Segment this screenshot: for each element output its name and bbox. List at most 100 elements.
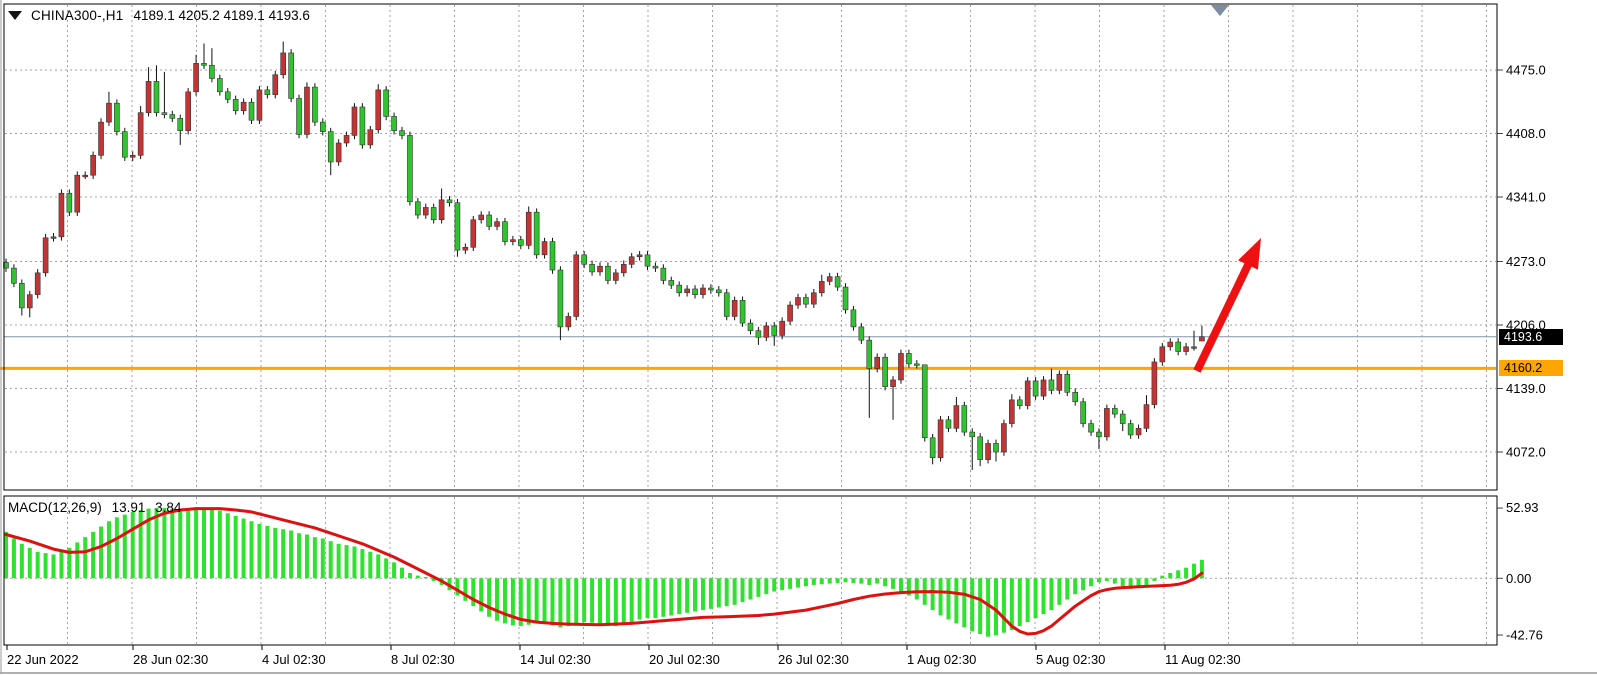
bull-candle-body	[82, 174, 88, 178]
macd-histogram-bar	[162, 507, 167, 579]
macd-histogram-bar	[811, 578, 816, 585]
bull-candle-body	[58, 192, 65, 238]
macd-histogram-bar	[1057, 578, 1062, 605]
bear-candle-body	[961, 405, 968, 433]
macd-histogram-bar	[423, 576, 428, 579]
symbol-dropdown-icon[interactable]	[8, 10, 22, 20]
macd-histogram-bar	[99, 526, 104, 579]
macd-histogram-bar	[827, 578, 832, 584]
bull-candle-body	[375, 89, 382, 131]
macd-histogram-bar	[1168, 572, 1173, 579]
trend-arrow-head[interactable]	[1238, 238, 1261, 270]
macd-histogram-bar	[518, 578, 523, 627]
time-axis-label: 1 Aug 02:30	[907, 652, 976, 667]
chart-title-bar: CHINA300-,H1 4189.1 4205.2 4189.1 4193.6	[8, 6, 310, 24]
macd-histogram-bar	[930, 578, 935, 611]
macd-histogram-bar	[629, 578, 634, 623]
bear-candle-body	[161, 112, 168, 115]
macd-axis-label: 52.93	[1506, 500, 1539, 515]
macd-histogram-bar	[502, 578, 507, 624]
bear-candle-body	[945, 419, 952, 429]
bear-candle-body	[913, 363, 920, 366]
macd-histogram-bar	[526, 578, 531, 625]
macd-histogram-bar	[407, 572, 412, 579]
time-axis-label: 8 Jul 02:30	[391, 652, 455, 667]
macd-histogram-bar	[796, 578, 800, 588]
macd-histogram-bar	[724, 578, 729, 607]
macd-histogram-bar	[867, 578, 872, 585]
macd-histogram-bar	[360, 549, 365, 579]
bull-candle-body	[1040, 379, 1047, 397]
macd-histogram-bar	[241, 518, 246, 579]
bull-candle-body	[470, 219, 477, 248]
macd-histogram-bar	[954, 578, 959, 624]
macd-histogram-bar	[312, 537, 317, 579]
macd-histogram-bar	[621, 578, 626, 625]
macd-histogram-bar	[582, 578, 587, 623]
macd-axis-label: -42.76	[1506, 628, 1543, 643]
macd-histogram-bar	[1104, 578, 1109, 581]
macd-histogram-bar	[257, 523, 262, 579]
bull-candle-body	[26, 294, 33, 309]
macd-histogram-bar	[875, 578, 880, 584]
macd-histogram-bar	[938, 578, 943, 616]
macd-histogram-bar	[962, 578, 967, 628]
macd-panel-border	[3, 495, 1498, 646]
bull-candle-body	[573, 254, 580, 317]
bull-candle-body	[636, 254, 643, 258]
bear-candle-body	[842, 286, 849, 311]
bear-candle-body	[177, 118, 184, 131]
macd-histogram-bar	[1128, 578, 1133, 589]
bull-candle-body	[826, 276, 833, 282]
bear-candle-body	[319, 121, 326, 132]
bull-candle-body	[367, 129, 374, 146]
macd-histogram-bar	[1033, 578, 1038, 619]
bear-candle-body	[122, 131, 128, 158]
bull-candle-body	[953, 405, 960, 429]
macd-signal-value: 3.84	[155, 500, 182, 515]
bear-candle-body	[1112, 408, 1118, 415]
bull-candle-body	[890, 379, 896, 387]
bear-candle-body	[11, 267, 17, 284]
bull-candle-body	[818, 281, 825, 294]
bull-candle-body	[50, 236, 57, 239]
bear-candle-body	[882, 356, 888, 387]
chart-shift-marker-icon[interactable]	[1211, 5, 1229, 16]
bear-candle-body	[296, 98, 302, 135]
macd-histogram-bar	[4, 531, 8, 579]
macd-histogram-bar	[455, 578, 460, 596]
macd-histogram-bar	[1160, 575, 1165, 579]
macd-histogram-bar	[542, 578, 547, 625]
macd-histogram-bar	[637, 578, 642, 620]
bull-candle-body	[613, 272, 619, 281]
bear-candle-body	[399, 130, 405, 136]
macd-histogram-bar	[35, 551, 40, 579]
macd-histogram-bar	[1144, 578, 1149, 585]
bear-candle-body	[771, 325, 778, 336]
bear-candle-body	[288, 52, 294, 99]
macd-histogram-bar	[19, 543, 24, 579]
macd-histogram-bar	[471, 578, 476, 607]
macd-axis-label: 0.00	[1506, 571, 1531, 586]
macd-histogram-bar	[1192, 563, 1196, 579]
support-price-tag: 4160.2	[1499, 360, 1563, 376]
bear-candle-body	[224, 91, 231, 100]
macd-histogram-bar	[590, 578, 595, 623]
macd-histogram-bar	[122, 514, 127, 579]
macd-histogram-bar	[67, 547, 72, 579]
macd-histogram-bar	[891, 578, 896, 589]
macd-histogram-bar	[708, 578, 713, 609]
bear-candle-body	[383, 89, 389, 117]
time-axis-label: 4 Jul 02:30	[262, 652, 326, 667]
bull-candle-body	[763, 325, 770, 338]
bull-candle-body	[565, 316, 572, 328]
macd-histogram-bar	[146, 508, 151, 579]
bear-candle-body	[1175, 341, 1181, 352]
bear-candle-body	[557, 269, 564, 328]
bull-candle-body	[1199, 336, 1205, 342]
macd-signal-line	[4, 507, 1204, 636]
macd-histogram-bar	[1112, 578, 1117, 584]
bear-candle-body	[533, 211, 540, 256]
trend-arrow-shaft[interactable]	[1193, 257, 1255, 373]
